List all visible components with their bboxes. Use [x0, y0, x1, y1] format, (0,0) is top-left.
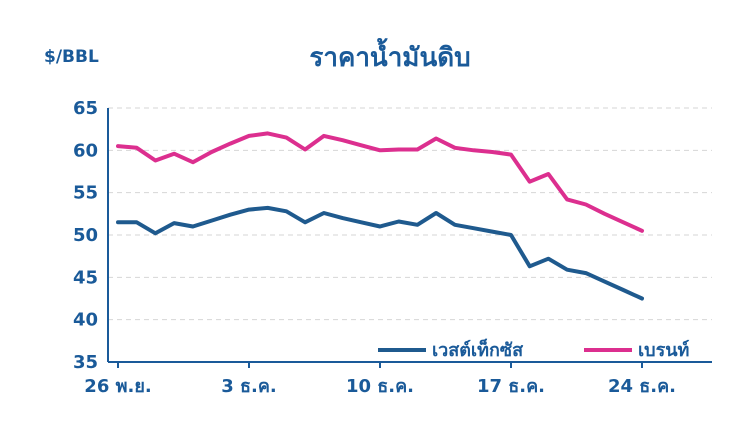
x-axis-ticks: 26 พ.ย. 3 ธ.ค. 10 ธ.ค. 17 ธ.ค. 24 ธ.ค. [84, 362, 676, 397]
x-tick-label: 24 ธ.ค. [608, 376, 676, 397]
y-axis-ticks: 35 40 45 50 55 60 65 [73, 98, 98, 373]
x-tick-label: 10 ธ.ค. [346, 376, 414, 397]
legend-label: เวสต์เท็กซัส [432, 338, 524, 361]
series-lines [116, 131, 644, 301]
legend-label: เบรนท์ [638, 339, 689, 361]
y-tick-label: 65 [73, 98, 98, 119]
y-axis-unit-label: $/BBL [44, 47, 99, 67]
x-tick-label: 17 ธ.ค. [477, 376, 545, 397]
series-line-0 [116, 205, 644, 301]
y-tick-label: 55 [73, 183, 98, 204]
y-tick-label: 50 [73, 225, 98, 246]
chart-title: ราคาน้ำมันดิบ [309, 37, 470, 73]
y-tick-label: 40 [73, 310, 98, 331]
legend: เวสต์เท็กซัส เบรนท์ [378, 338, 689, 361]
series-line-1 [116, 131, 644, 233]
y-tick-label: 35 [73, 352, 98, 373]
x-tick-label: 3 ธ.ค. [221, 376, 277, 397]
y-tick-label: 45 [73, 267, 98, 288]
gridlines [107, 107, 712, 363]
x-tick-label: 26 พ.ย. [84, 376, 151, 397]
y-tick-label: 60 [73, 140, 98, 161]
